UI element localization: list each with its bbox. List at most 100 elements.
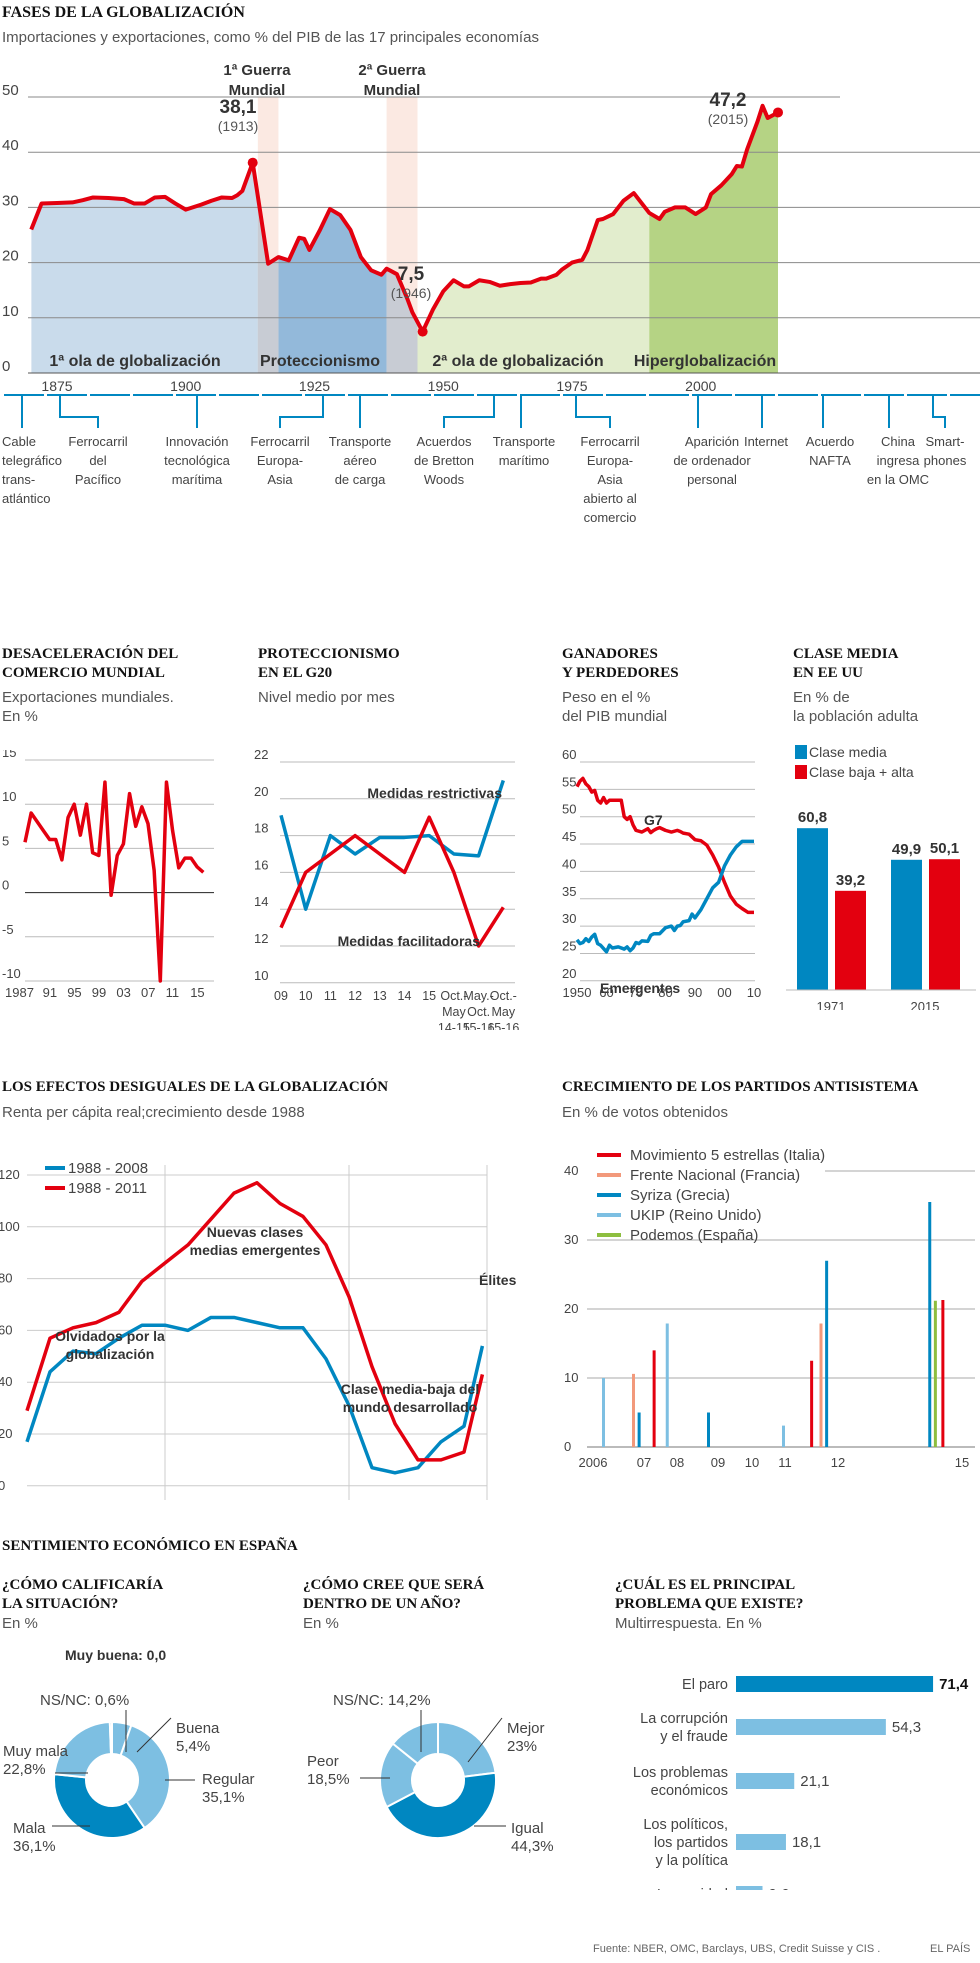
- donut-slice-igual: [385, 1771, 497, 1839]
- y-tick-label: 20: [564, 1301, 578, 1316]
- spain-title: SENTIMIENTO ECONÓMICO EN ESPAÑA: [2, 1538, 298, 1554]
- series-line-1: [279, 779, 505, 911]
- g20-title: PROTECCIONISMO EN EL G20: [258, 646, 400, 681]
- slice-label: Igual 44,3%: [511, 1820, 554, 1855]
- y-tick-label: 20: [254, 784, 268, 799]
- x-tick-label: 15: [955, 1455, 969, 1470]
- bar-value-label: 60,8: [798, 809, 827, 826]
- x-tick-label: 10: [747, 985, 761, 1000]
- bar-3: [736, 1773, 795, 1789]
- phase-area-4: [649, 105, 778, 373]
- phase-label-1: 1ª ola de globalización: [49, 353, 220, 370]
- series-line-2: [279, 815, 505, 948]
- y-tick-label: -10: [2, 966, 21, 981]
- x-tick-label: 80: [658, 985, 672, 1000]
- x-tick-label: 1900: [170, 378, 201, 394]
- main-subtitle: Importaciones y exportaciones, como % de…: [2, 29, 539, 46]
- x-tick-label: 07: [141, 985, 155, 1000]
- g7-chart: 60 55 50 45 40 35 30 25 20 G7 Emergentes 1950 60 70 80…: [562, 750, 761, 1000]
- bar-value-label: 18,1: [792, 1834, 821, 1851]
- x-tick-label: 1971: [817, 999, 846, 1010]
- timeline-event-8-connector: [575, 395, 611, 428]
- problems-title: ¿CUÁL ES EL PRINCIPAL PROBLEMA QUE EXIST…: [615, 1577, 804, 1612]
- x-tick-label: 11: [324, 989, 337, 1003]
- x-tick-label: Oct.-May 14-15: [438, 989, 470, 1030]
- legend-label-2: Frente Nacional (Francia): [630, 1167, 800, 1184]
- y-tick-label: 10: [2, 789, 16, 804]
- y-tick-label: 100: [0, 1219, 20, 1234]
- x-tick-label: 09: [274, 989, 288, 1003]
- x-tick-label: 12: [831, 1455, 845, 1470]
- x-tick-label: 15: [422, 989, 436, 1003]
- phase-label-4: Hiperglobalización: [634, 353, 776, 370]
- phase-label-3: 2ª ola de globalización: [432, 353, 603, 370]
- timeline-event-11-label: Acuerdo NAFTA: [806, 434, 854, 468]
- trade-gdp-line: [29, 103, 779, 334]
- bar-2: [736, 1719, 886, 1735]
- y-tick-label: 14: [254, 894, 268, 909]
- slice-label: NS/NC: 14,2%: [333, 1692, 431, 1709]
- source-note: Fuente: NBER, OMC, Barclays, UBS, Credit…: [593, 1943, 881, 1955]
- x-tick-label: 1987: [5, 985, 34, 1000]
- series-line-2: [25, 1181, 485, 1462]
- bar-value-label: 54,3: [892, 1719, 921, 1736]
- timeline-event-3-label: Innovación tecnológica marítima: [164, 434, 231, 487]
- y-tick-label: 40: [2, 137, 19, 154]
- legend-label-1: Clase media: [809, 744, 887, 760]
- timeline-event-12-label: China ingresa en la OMC: [867, 434, 929, 487]
- middle-class-subtitle: En % de la población adulta: [793, 689, 919, 725]
- slice-label: NS/NC: 0,6%: [40, 1692, 129, 1709]
- y-tick-label: -5: [2, 922, 14, 937]
- next-year-subtitle: En %: [303, 1615, 339, 1632]
- x-tick-label: 99: [92, 985, 106, 1000]
- timeline-event-4-label: Ferrocarril Europa-Asia: [250, 434, 309, 487]
- series-label-restrictive: Medidas restrictivas: [367, 785, 502, 801]
- annotation-value: 38,1: [220, 97, 257, 118]
- annotation-forgotten: Olvidados por la globalización: [55, 1328, 165, 1362]
- x-tick-label: 07: [637, 1455, 651, 1470]
- x-tick-label: 12: [348, 989, 362, 1003]
- y-tick-label: 50: [562, 802, 576, 817]
- bar-1971-2: [835, 890, 866, 990]
- x-tick-label: 11: [166, 985, 180, 1000]
- legend-label-4: UKIP (Reino Unido): [630, 1207, 761, 1224]
- donut-slice-mejor: [437, 1720, 497, 1778]
- series-line-2: [575, 839, 754, 954]
- slice-label: Buena 5,4%: [176, 1720, 220, 1755]
- highlight-point-2: [417, 326, 428, 337]
- bar-value-label: 49,9: [892, 841, 921, 858]
- timeline-event-7-label: Transporte marítimo: [493, 434, 555, 468]
- x-tick-label: Oct.-May 15-16: [487, 989, 519, 1030]
- legend-label-1: Movimiento 5 estrellas (Italia): [630, 1147, 825, 1164]
- highlight-point-3: [773, 107, 783, 118]
- timeline-event-5-label: Transporte aéreo de carga: [329, 434, 391, 487]
- war1-label: 1ª Guerra Mundial: [223, 62, 291, 99]
- x-tick-label: 2000: [685, 378, 716, 394]
- annotation-year: (1946): [391, 285, 431, 301]
- donut-slice-regular: [119, 1724, 171, 1830]
- x-tick-label: 00: [717, 985, 731, 1000]
- main-title: FASES DE LA GLOBALIZACIÓN: [2, 4, 245, 21]
- antisystem-title: CRECIMIENTO DE LOS PARTIDOS ANTISISTEMA: [562, 1079, 919, 1095]
- slice-label: Mejor 23%: [507, 1720, 545, 1755]
- legend-swatch-1: [795, 745, 807, 759]
- phase-area-2: [257, 196, 418, 373]
- y-tick-label: 10: [2, 303, 19, 320]
- annotation-year: (1913): [218, 118, 258, 134]
- leader-line: [136, 1717, 172, 1753]
- trade-chart: 15 10 5 0 -5 -10 1987 91 95 99 03 07 11 15: [2, 750, 214, 1000]
- bar-value-label: 9,6: [768, 1886, 789, 1890]
- annotation-elites: Élites: [479, 1272, 517, 1288]
- middle-class-title: CLASE MEDIA EN EE UU: [793, 646, 899, 681]
- bar-category-label: La corrupción y el fraude: [640, 1711, 728, 1745]
- legend-label-3: Syriza (Grecia): [630, 1187, 730, 1204]
- x-tick-label: 08: [670, 1455, 684, 1470]
- annotation-lower-middle: Clase media-baja del mundo desarrollado: [341, 1381, 480, 1415]
- g20-chart: 22 20 18 16 14 12 10 Medidas restrictivas Medida…: [254, 750, 519, 1030]
- timeline-event-4-connector: [279, 395, 324, 428]
- annotation-value: 7,5: [398, 264, 425, 285]
- bar-value-label: 50,1: [930, 840, 959, 857]
- bar-category-label: Los políticos, los partidos y la política: [643, 1817, 729, 1869]
- y-tick-label: 20: [0, 1426, 12, 1441]
